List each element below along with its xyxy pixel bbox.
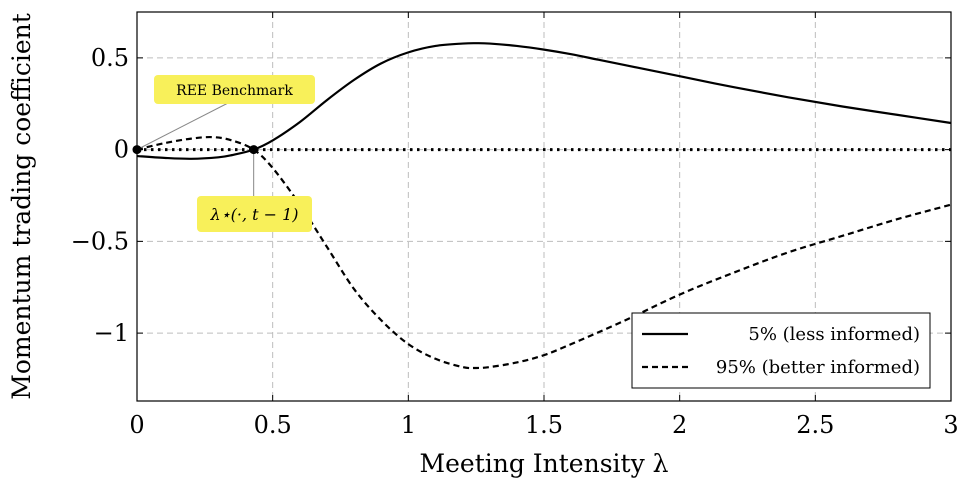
annotation-leader-ree: [136, 101, 231, 151]
x-tick-label: 3: [943, 411, 958, 439]
point-lambda-star: [249, 145, 259, 155]
series-line-better-informed: [136, 135, 952, 370]
legend-box: [631, 312, 931, 389]
annotation-box-ree: [154, 75, 315, 104]
x-tick-label: 0: [129, 411, 144, 439]
annotation-ree-benchmark: REE Benchmark: [176, 83, 293, 99]
x-tick-label: 1: [401, 411, 416, 439]
y-tick-label: −0.5: [71, 227, 129, 255]
y-tick-label: 0.5: [91, 44, 129, 72]
y-tick-label: 0: [114, 136, 129, 164]
x-tick-label: 2: [672, 411, 687, 439]
legend-entry-less-informed: 5% (less informed): [748, 324, 920, 345]
x-axis-label: Meeting Intensity λ: [420, 449, 669, 478]
annotations: REE Benchmark λ⋆(·, t − 1): [132, 75, 315, 232]
plot-area: [136, 42, 952, 370]
x-tick-label: 0.5: [254, 411, 292, 439]
legend-entry-better-informed: 95% (better informed): [716, 357, 920, 378]
annotation-lambda-star: λ⋆(·, t − 1): [209, 205, 298, 224]
x-tick-label: 2.5: [796, 411, 834, 439]
legend: 5% (less informed) 95% (better informed): [631, 312, 931, 389]
point-ree-benchmark: [132, 145, 142, 155]
y-tick-label: −1: [94, 319, 129, 347]
series-line-less-informed: [136, 42, 952, 160]
y-axis-label: Momentum trading coefficient: [7, 13, 36, 400]
annotation-box-lambda: [197, 196, 312, 232]
axis-ticks: 0 0.5 1 1.5 2 2.5 3 0.5 0 −0.5 −1: [71, 12, 959, 439]
x-tick-label: 1.5: [525, 411, 563, 439]
